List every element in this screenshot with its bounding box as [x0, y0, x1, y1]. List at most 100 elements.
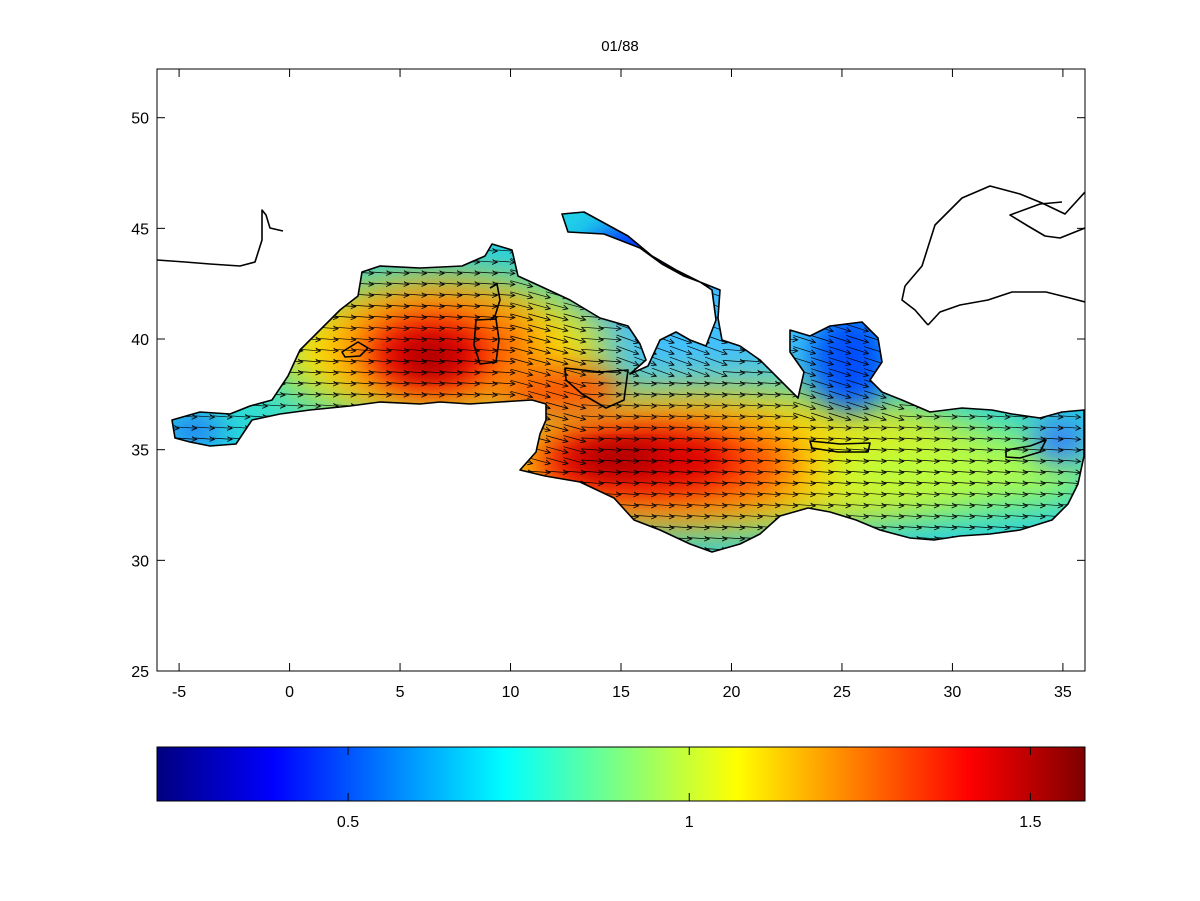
- wind-arrow: [581, 416, 603, 418]
- wind-arrow: [899, 504, 921, 506]
- wind-arrow: [828, 493, 851, 495]
- wind-arrow: [793, 401, 815, 409]
- wind-arrow: [722, 427, 745, 429]
- wind-arrow: [616, 334, 639, 343]
- wind-arrow: [634, 394, 656, 396]
- wind-arrow: [987, 526, 1010, 528]
- wind-arrow: [810, 412, 833, 420]
- wind-arrow: [563, 424, 586, 431]
- wind-arrow: [404, 327, 427, 329]
- wind-arrow: [598, 416, 621, 418]
- wind-arrow: [722, 416, 745, 418]
- wind-arrow: [669, 416, 692, 418]
- wind-arrow: [704, 416, 727, 418]
- wind-arrow: [439, 272, 462, 274]
- wind-arrow: [917, 482, 939, 484]
- wind-arrow: [757, 405, 780, 407]
- wind-arrow: [351, 305, 374, 307]
- wind-arrow: [492, 360, 515, 362]
- wind-arrow: [740, 504, 762, 506]
- wind-arrow: [687, 345, 709, 354]
- wind-arrow: [545, 368, 568, 375]
- wind-arrow: [899, 482, 921, 484]
- wind-arrow: [563, 457, 586, 464]
- wind-arrow: [775, 504, 798, 506]
- wind-arrow: [492, 250, 515, 252]
- wind-arrow: [864, 427, 886, 429]
- wind-arrow: [492, 294, 515, 296]
- wind-arrow: [704, 427, 727, 429]
- colorbar: 0.5 1 1.5: [156, 746, 1086, 831]
- wind-arrow: [1023, 471, 1045, 473]
- wind-arrow: [386, 294, 409, 296]
- wind-arrow: [704, 538, 727, 540]
- wind-arrow: [917, 538, 939, 540]
- wind-arrow: [369, 394, 391, 396]
- wind-arrow: [775, 449, 798, 451]
- wind-arrow: [828, 449, 851, 451]
- wind-arrow: [687, 356, 709, 365]
- wind-arrow: [598, 383, 621, 385]
- wind-arrow: [722, 504, 745, 506]
- wind-arrow: [598, 471, 621, 473]
- wind-arrow: [934, 438, 957, 440]
- colorbar-tick-label: 1: [685, 814, 694, 831]
- wind-arrow: [722, 515, 745, 517]
- wind-arrow: [757, 383, 780, 385]
- wind-arrow: [510, 357, 533, 364]
- wind-arrow: [528, 457, 550, 464]
- wind-arrow: [563, 368, 586, 375]
- wind-arrow: [475, 372, 497, 374]
- wind-arrow: [404, 283, 427, 285]
- wind-arrow: [881, 438, 904, 440]
- wind-arrow: [545, 357, 568, 364]
- wind-arrow: [316, 405, 338, 407]
- wind-arrow: [510, 346, 533, 353]
- wind-arrow: [952, 504, 975, 506]
- wind-arrow: [316, 360, 338, 362]
- wind-arrow: [669, 526, 692, 528]
- wind-arrow: [970, 416, 992, 418]
- wind-arrow: [492, 283, 515, 285]
- wind-arrow: [422, 349, 444, 351]
- wind-arrow: [210, 416, 232, 418]
- wind-arrow: [581, 383, 603, 385]
- wind-arrow: [740, 493, 762, 495]
- x-tick-label: 25: [833, 684, 851, 701]
- wind-arrow: [810, 401, 833, 409]
- wind-arrow: [687, 538, 709, 540]
- wind-arrow: [598, 449, 621, 451]
- wind-arrow: [687, 526, 709, 528]
- wind-arrow: [970, 449, 992, 451]
- wind-arrow: [811, 493, 833, 495]
- wind-arrow: [369, 327, 391, 329]
- wind-arrow: [1005, 449, 1028, 451]
- wind-arrow: [687, 493, 709, 495]
- wind-arrow: [1005, 460, 1028, 462]
- wind-arrow: [846, 493, 868, 495]
- wind-arrow: [528, 471, 550, 473]
- wind-arrow: [970, 515, 992, 517]
- wind-arrow: [1005, 438, 1028, 440]
- wind-arrow: [952, 460, 975, 462]
- colorbar-tick-label: 0.5: [337, 814, 359, 831]
- wind-arrow: [528, 335, 550, 342]
- wind-arrow: [846, 379, 868, 387]
- wind-arrow: [793, 493, 815, 495]
- wind-arrow: [934, 526, 957, 528]
- wind-arrow: [545, 324, 568, 331]
- wind-arrow: [775, 493, 798, 495]
- wind-arrow: [386, 305, 409, 307]
- wind-arrow: [793, 449, 815, 451]
- wind-arrow: [757, 504, 780, 506]
- wind-arrow: [581, 360, 603, 362]
- wind-arrow: [616, 394, 639, 396]
- wind-arrow: [1005, 515, 1028, 517]
- wind-arrow: [1058, 471, 1081, 473]
- wind-arrow: [439, 383, 462, 385]
- wind-arrow: [917, 438, 939, 440]
- wind-arrow: [987, 416, 1010, 418]
- wind-arrow: [298, 405, 321, 407]
- wind-arrow: [404, 360, 427, 362]
- wind-arrow: [404, 349, 427, 351]
